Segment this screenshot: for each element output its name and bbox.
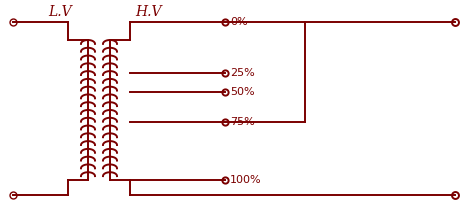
Text: H.V: H.V [135,5,161,19]
Text: 25%: 25% [230,68,255,78]
Text: 0%: 0% [230,17,247,27]
Text: 50%: 50% [230,87,255,97]
Text: 100%: 100% [230,175,262,185]
Text: 75%: 75% [230,117,255,127]
Text: L.V: L.V [48,5,72,19]
